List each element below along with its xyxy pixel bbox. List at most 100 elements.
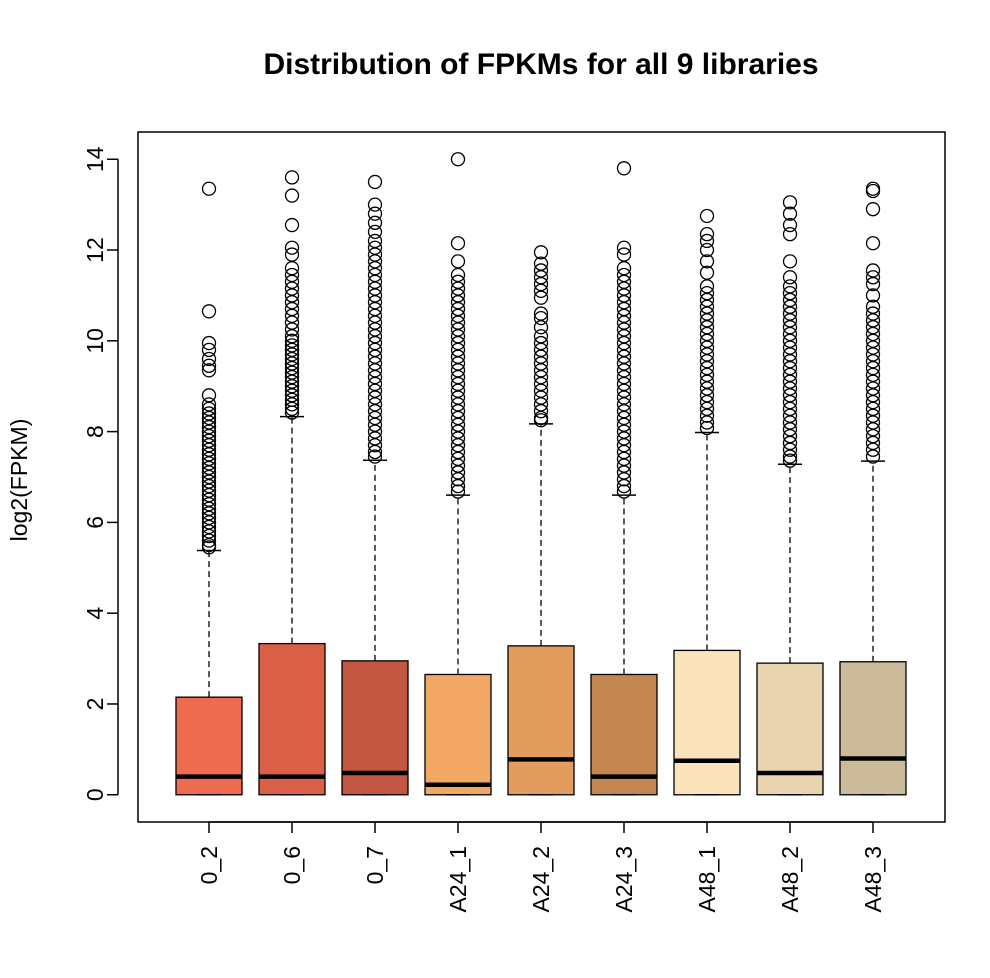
outlier-point xyxy=(284,188,300,203)
x-tick-label: A24_3 xyxy=(611,846,637,913)
outlier-point xyxy=(201,358,217,373)
outlier-point xyxy=(699,420,715,436)
outlier-point xyxy=(201,540,217,555)
outlier-point xyxy=(865,288,881,303)
outlier-point xyxy=(450,236,466,251)
outlier-point xyxy=(284,401,300,417)
x-tick-label: A24_1 xyxy=(445,846,471,913)
x-tick-label: A48_1 xyxy=(694,846,720,913)
box-0_7 xyxy=(341,174,409,796)
x-tick-label: A48_2 xyxy=(777,846,803,913)
x-tick-label: A48_3 xyxy=(860,846,886,913)
outlier-point xyxy=(865,183,881,199)
outlier-point xyxy=(201,533,217,548)
outlier-point xyxy=(367,197,383,212)
x-axis: 0_2 0_6 0_7 A24_1 A24_2 A24_3 A48_1 A48_2 A48_3 xyxy=(196,821,886,913)
box-body xyxy=(424,673,492,796)
outlier-point xyxy=(865,270,881,285)
outlier-point xyxy=(865,276,881,292)
outlier-point xyxy=(699,408,715,423)
box-A48_2 xyxy=(756,195,824,796)
outlier-point xyxy=(367,438,383,453)
outlier-point xyxy=(284,322,300,337)
box-A48_1 xyxy=(673,208,741,796)
outlier-point xyxy=(616,484,632,499)
y-axis: 0 2 4 6 8 10 12 14 xyxy=(82,146,119,801)
outlier-point xyxy=(699,226,715,242)
outlier-point xyxy=(284,405,300,420)
outlier-point xyxy=(782,254,798,269)
y-tick-label: 0 xyxy=(82,788,108,801)
outlier-point xyxy=(533,320,549,335)
outlier-point xyxy=(865,449,881,464)
outlier-point xyxy=(533,290,549,305)
box-body xyxy=(507,645,575,796)
outlier-point xyxy=(201,528,217,544)
outlier-point xyxy=(367,206,383,221)
outlier-point xyxy=(782,226,798,242)
outlier-point xyxy=(450,484,466,499)
outlier-point xyxy=(699,254,715,269)
outlier-point xyxy=(450,152,466,167)
outlier-point xyxy=(699,242,715,258)
outlier-point xyxy=(699,415,715,430)
chart-title: Distribution of FPKMs for all 9 librarie… xyxy=(263,48,818,81)
y-tick-label: 2 xyxy=(82,698,108,711)
outlier-point xyxy=(782,195,798,210)
outlier-point xyxy=(201,304,217,319)
y-tick-label: 10 xyxy=(82,328,108,354)
boxes-layer xyxy=(175,152,907,796)
outlier-point xyxy=(367,215,383,230)
outlier-point xyxy=(284,170,300,185)
outlier-point xyxy=(201,363,217,378)
outlier-point xyxy=(533,404,549,419)
outlier-point xyxy=(367,444,383,460)
y-tick-label: 8 xyxy=(82,425,108,438)
outlier-point xyxy=(450,472,466,487)
outlier-point xyxy=(284,240,300,255)
outlier-point xyxy=(616,161,632,176)
x-tick-label: A24_2 xyxy=(528,846,554,913)
outlier-point xyxy=(865,442,881,457)
outlier-point xyxy=(782,449,798,464)
y-tick-label: 14 xyxy=(82,146,108,172)
outlier-point xyxy=(367,224,383,240)
outlier-point xyxy=(367,449,383,464)
box-A48_3 xyxy=(839,181,907,796)
outlier-point xyxy=(201,181,217,196)
outlier-point xyxy=(782,442,798,457)
x-tick-label: 0_7 xyxy=(362,846,388,884)
outlier-point xyxy=(284,397,300,412)
outlier-point xyxy=(782,206,798,221)
outlier-point xyxy=(450,254,466,269)
outlier-point xyxy=(367,174,383,190)
outlier-point xyxy=(865,202,881,217)
outlier-point xyxy=(782,453,798,468)
outlier-point xyxy=(533,245,549,260)
box-0_6 xyxy=(258,170,326,796)
outlier-point xyxy=(616,240,632,255)
y-tick-label: 12 xyxy=(82,237,108,263)
outlier-point xyxy=(450,478,466,494)
x-tick-label: 0_2 xyxy=(196,846,222,884)
outlier-point xyxy=(201,342,217,358)
outlier-point xyxy=(865,236,881,251)
box-body xyxy=(175,696,243,796)
outlier-point xyxy=(782,270,798,285)
outlier-point xyxy=(533,283,549,299)
box-body xyxy=(839,661,907,796)
y-tick-label: 6 xyxy=(82,516,108,529)
outlier-point xyxy=(533,413,549,428)
outlier-point xyxy=(782,217,798,233)
box-body xyxy=(258,642,326,796)
outlier-point xyxy=(616,472,632,487)
box-A24_2 xyxy=(507,245,575,796)
box-0_2 xyxy=(175,181,243,796)
y-axis-label: log2(FPKM) xyxy=(6,419,32,542)
outlier-point xyxy=(201,351,217,367)
box-A24_3 xyxy=(590,161,658,796)
outlier-point xyxy=(616,478,632,494)
outlier-point xyxy=(533,310,549,326)
outlier-point xyxy=(284,217,300,233)
